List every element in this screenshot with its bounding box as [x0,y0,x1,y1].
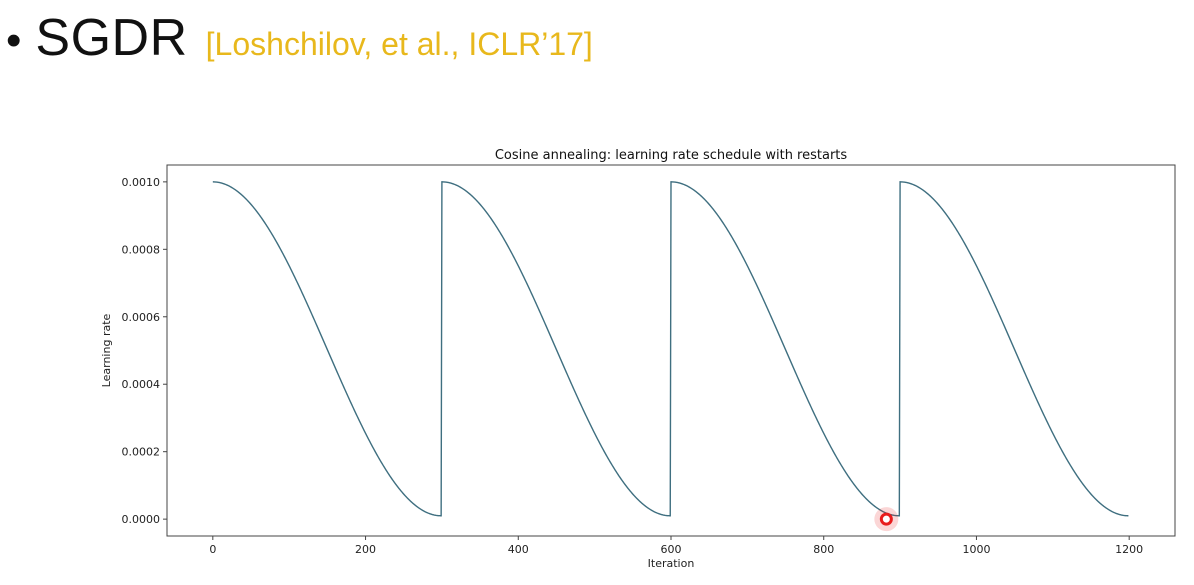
citation-text: [Loshchilov, et al., ICLR’17] [205,26,593,62]
slide-title: • SGDR [Loshchilov, et al., ICLR’17] [6,8,593,68]
slide-title-text: SGDR [35,9,188,67]
x-tick-label: 1200 [1115,543,1143,556]
x-tick-label: 400 [508,543,529,556]
x-tick-label: 600 [661,543,682,556]
marker-point [879,512,893,526]
learning-rate-line [212,181,1129,517]
chart-title: Cosine annealing: learning rate schedule… [495,148,848,163]
x-axis-title: Iteration [648,557,695,570]
cursor-marker [874,507,899,532]
x-tick-label: 800 [813,543,834,556]
bullet-point: • [6,16,22,65]
y-tick-label: 0.0002 [122,446,161,459]
y-tick-label: 0.0008 [122,243,161,256]
x-tick-label: 1000 [962,543,990,556]
y-axis: 0.0000 0.0002 0.0004 0.0006 0.0008 0.0010 [122,176,167,526]
x-tick-label: 0 [209,543,216,556]
x-axis: 0 200 400 600 800 1000 1200 [209,536,1143,556]
y-tick-label: 0.0010 [122,176,161,189]
y-tick-label: 0.0006 [122,311,161,324]
y-axis-title: Learning rate [100,313,113,387]
x-tick-label: 200 [355,543,376,556]
y-tick-label: 0.0000 [122,513,161,526]
y-tick-label: 0.0004 [122,378,161,391]
